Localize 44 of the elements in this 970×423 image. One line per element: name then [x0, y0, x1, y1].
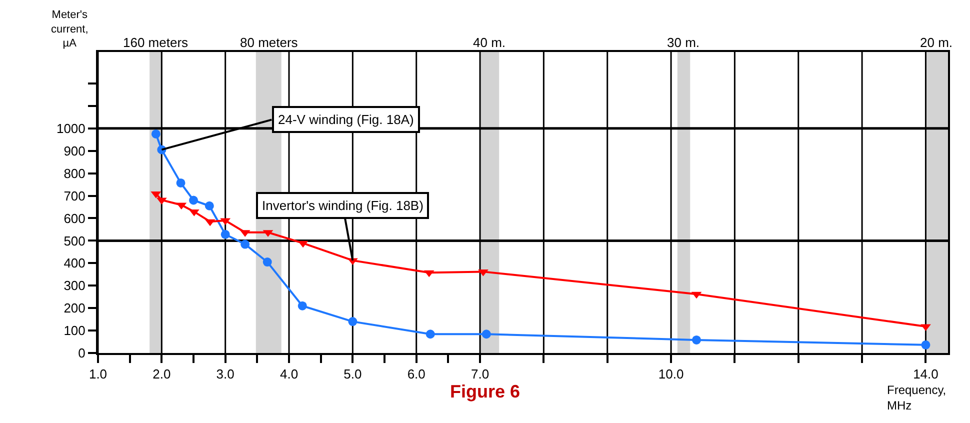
y-tick-label: 100: [64, 323, 86, 338]
band-label: 40 m.: [473, 35, 506, 50]
y-tick-label: 200: [64, 300, 86, 316]
y-tick-label: 500: [64, 233, 86, 248]
x-axis-title: Frequency, MHz: [887, 383, 946, 413]
point: [151, 129, 160, 138]
y-tick-label: 800: [64, 166, 86, 181]
text: 24-V winding (Fig. 18A): [278, 112, 414, 127]
point: [482, 330, 491, 339]
point: [204, 201, 214, 210]
band-label: 20 m.: [920, 35, 953, 50]
x-tick-label: 10.0: [658, 366, 684, 382]
point: [921, 340, 930, 350]
band-label: 30 m.: [667, 35, 700, 50]
x-tick-label: 2.0: [152, 366, 171, 382]
point: [692, 335, 701, 344]
series-label: Invertor's winding (Fig. 18B): [262, 198, 424, 213]
point: [262, 258, 272, 267]
y-tick-label: 1000: [56, 120, 86, 136]
band-label: 160 meters: [123, 35, 189, 50]
y-axis-title: Meter's current, µA: [51, 9, 88, 50]
point: [189, 196, 198, 205]
y-tick-label: 300: [64, 278, 86, 294]
point: [176, 178, 186, 188]
y-tick-label: 400: [64, 256, 86, 271]
x-tick-label: 6.0: [407, 366, 426, 382]
point: [240, 240, 250, 249]
band-label: 80 meters: [240, 35, 298, 50]
point: [298, 301, 307, 310]
point: [478, 269, 488, 276]
point: [348, 317, 358, 326]
y-tick-label: 700: [64, 188, 86, 204]
y-tick-label: 0: [78, 346, 86, 361]
x-tick-label: 1.0: [88, 366, 108, 382]
x-tick-label: 5.0: [344, 366, 362, 382]
point: [426, 330, 435, 339]
y-tick-label: 900: [64, 143, 86, 158]
text: Figure 6: [450, 382, 520, 402]
point: [220, 230, 230, 239]
y-tick-label: 600: [64, 210, 86, 226]
x-tick-label: 3.0: [216, 366, 234, 382]
x-tick-label: 7.0: [470, 366, 490, 382]
x-tick-label: 4.0: [280, 366, 298, 382]
x-tick-label: 14.0: [913, 366, 938, 382]
